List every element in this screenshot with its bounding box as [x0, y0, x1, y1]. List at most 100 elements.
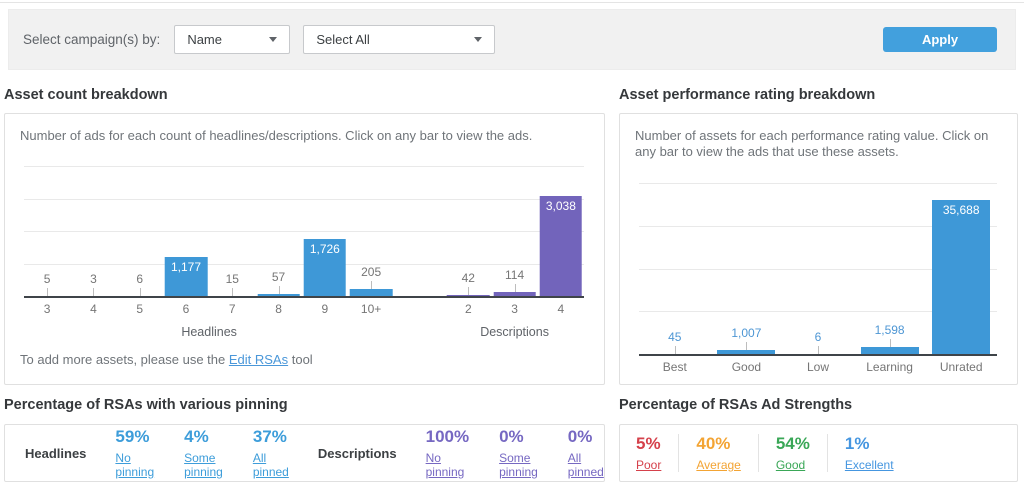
x-axis-label: Best: [662, 360, 687, 374]
bar-value-label: 15: [225, 272, 239, 286]
average-pct: 40%: [696, 434, 731, 453]
pinning-section: Percentage of RSAs with various pinning …: [4, 385, 605, 482]
bar-value-label: 114: [505, 268, 525, 282]
bar-value-label: 3: [90, 272, 97, 286]
gridline: [24, 166, 584, 167]
performance-rating-card: Number of assets for each performance ra…: [619, 113, 1018, 385]
bar-value-label: 1,598: [874, 323, 905, 337]
average-link[interactable]: Average: [696, 458, 741, 472]
descriptions-no-pinning-stat: 100% No pinning: [411, 427, 484, 479]
leader-tick: [232, 288, 234, 296]
descriptions-no-pinning-link[interactable]: No pinning: [425, 451, 465, 479]
sort-by-dropdown[interactable]: Name: [174, 25, 291, 54]
poor-stat: 5% Poor: [620, 434, 678, 472]
bar-value-label: 45: [668, 330, 682, 344]
bar-value-label: 57: [271, 270, 286, 284]
axis-group-label-descriptions: Descriptions: [480, 325, 549, 339]
bar-Unrated[interactable]: [932, 200, 991, 354]
performance-rating-chart: 45 1,007 6 1,598 35,688 Best Good Low Learning Un…: [635, 183, 1001, 374]
bar-value-label: 3,038: [545, 199, 576, 213]
bar-8[interactable]: [257, 294, 300, 296]
bar-value-label: 5: [43, 272, 51, 286]
performance-rating-section: Asset performance rating breakdown Numbe…: [619, 70, 1018, 385]
good-stat: 54% Good: [759, 434, 827, 472]
leader-tick: [746, 342, 748, 350]
x-axis-label: 7: [228, 302, 236, 316]
descriptions-all-pinned-link[interactable]: All pinned: [567, 451, 604, 479]
leader-tick: [371, 281, 373, 289]
gridline: [639, 268, 997, 270]
gridline: [639, 183, 997, 184]
ad-strengths-section: Percentage of RSAs Ad Strengths 5% Poor …: [619, 385, 1018, 482]
apply-button[interactable]: Apply: [883, 27, 997, 52]
bar-value-label: 1,726: [309, 242, 340, 256]
bar-value-label: 6: [814, 330, 822, 344]
headlines-no-pinning-link[interactable]: No pinning: [115, 451, 155, 479]
descriptions-some-pinning-pct: 0%: [499, 427, 524, 446]
bar-10+[interactable]: [349, 289, 393, 296]
x-axis-label: 3: [511, 302, 518, 316]
pinning-card: Headlines 59% No pinning 4% Some pinning…: [4, 424, 605, 482]
performance-rating-title: Asset performance rating breakdown: [619, 87, 876, 103]
bar-4[interactable]: [539, 196, 583, 296]
headlines-some-pinning-pct: 4%: [184, 427, 209, 446]
top-hairline: [0, 2, 1024, 3]
filter-bar-label: Select campaign(s) by:: [23, 32, 161, 47]
x-axis-label: 10+: [360, 302, 382, 316]
chart-plot-area: 45 1,007 6 1,598 35,688: [639, 183, 997, 356]
leader-tick: [278, 286, 280, 294]
asset-count-card: Number of ads for each count of headline…: [4, 113, 605, 385]
campaign-select-dropdown-value: Select All: [316, 32, 370, 47]
bar-2[interactable]: [447, 295, 490, 296]
excellent-link[interactable]: Excellent: [844, 458, 894, 472]
campaign-select-dropdown[interactable]: Select All: [303, 25, 496, 54]
edit-rsas-link[interactable]: Edit RSAs: [228, 352, 289, 367]
bar-3[interactable]: [493, 292, 536, 296]
good-pct: 54%: [775, 434, 810, 453]
bar-Good[interactable]: [717, 350, 776, 354]
descriptions-all-pinned-pct: 0%: [567, 427, 593, 446]
pinning-descriptions-label: Descriptions: [317, 445, 397, 461]
poor-pct: 5%: [636, 434, 661, 453]
x-axis-label: Good: [731, 360, 762, 374]
ad-strengths-card: 5% Poor 40% Average 54% Good 1% Excellen…: [619, 424, 1018, 482]
x-axis-label: Learning: [866, 360, 913, 374]
average-stat: 40% Average: [679, 434, 757, 472]
gridline: [639, 311, 997, 313]
leader-tick: [47, 288, 49, 296]
bar-value-label: 6: [136, 272, 144, 286]
good-link[interactable]: Good: [775, 458, 806, 472]
asset-count-section: Asset count breakdown Number of ads for …: [4, 70, 605, 385]
descriptions-some-pinning-link[interactable]: Some pinning: [499, 451, 538, 479]
leader-tick: [889, 339, 891, 347]
bar-9[interactable]: [303, 239, 347, 296]
axis-group-label-headlines: Headlines: [181, 325, 237, 339]
descriptions-all-pinned-stat: 0% All pinned: [553, 427, 619, 479]
leader-tick: [514, 284, 516, 292]
x-axis-label: 5: [136, 302, 144, 316]
descriptions-some-pinning-stat: 0% Some pinning: [484, 427, 553, 479]
asset-count-description: Number of ads for each count of headline…: [20, 128, 533, 143]
pinning-title: Percentage of RSAs with various pinning: [4, 397, 288, 413]
bar-value-label: 35,688: [942, 203, 980, 217]
excellent-stat: 1% Excellent: [828, 434, 911, 472]
chevron-down-icon: [474, 37, 483, 42]
headlines-all-pinned-stat: 37% All pinned: [238, 427, 304, 479]
gridline: [639, 225, 997, 227]
x-axis-label: 3: [43, 302, 51, 316]
x-axis-label: Unrated: [939, 360, 983, 374]
x-axis-label: 2: [464, 302, 472, 316]
headlines-some-pinning-link[interactable]: Some pinning: [184, 451, 223, 479]
bar-Learning[interactable]: [860, 347, 919, 354]
bar-value-label: 42: [461, 271, 475, 285]
asset-count-footnote: To add more assets, please use the Edit …: [20, 352, 313, 367]
bar-6[interactable]: [164, 257, 208, 296]
x-axis-label: 4: [90, 302, 97, 316]
descriptions-no-pinning-pct: 100%: [425, 427, 470, 446]
headlines-all-pinned-link[interactable]: All pinned: [252, 451, 289, 479]
campaign-filter-bar: Select campaign(s) by: Name Select All A…: [8, 9, 1016, 70]
performance-rating-description: Number of assets for each performance ra…: [635, 128, 989, 159]
divider: [678, 434, 680, 472]
poor-link[interactable]: Poor: [636, 458, 662, 472]
bar-value-label: 1,007: [731, 326, 762, 340]
